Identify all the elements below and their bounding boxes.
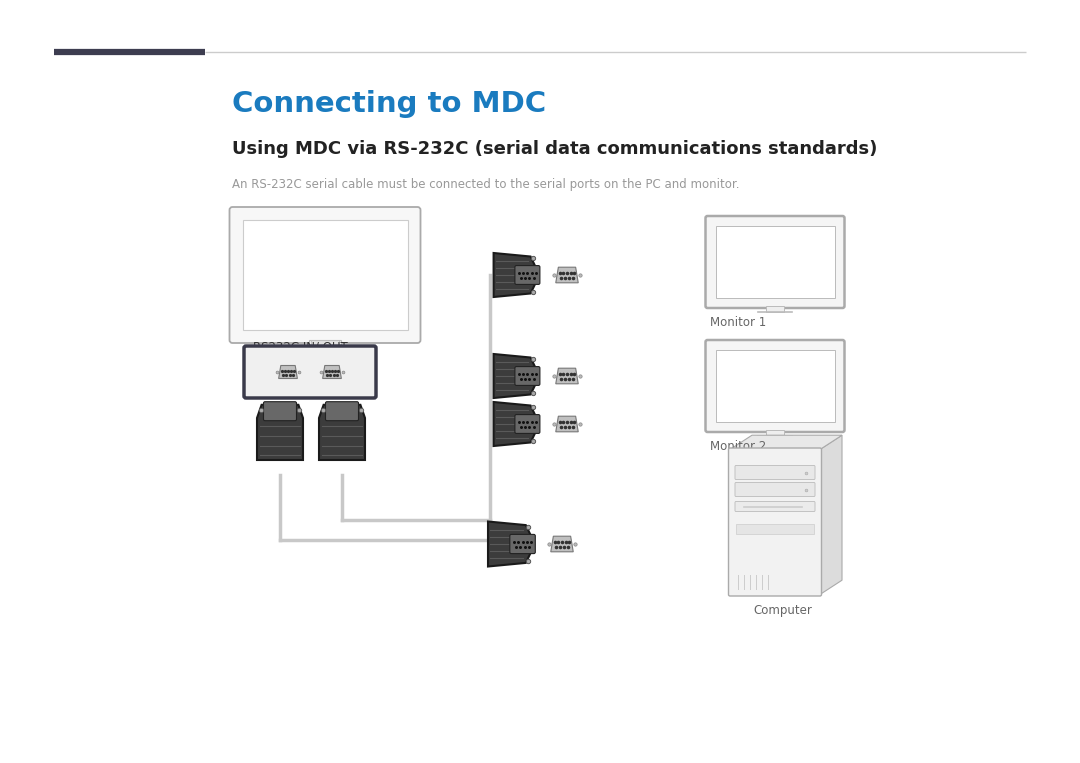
Text: Computer: Computer — [753, 604, 812, 617]
Bar — [735, 524, 814, 534]
FancyBboxPatch shape — [735, 501, 815, 511]
Polygon shape — [494, 253, 535, 297]
FancyBboxPatch shape — [729, 448, 822, 596]
Polygon shape — [319, 405, 365, 460]
Polygon shape — [494, 354, 535, 398]
Bar — [766, 430, 784, 436]
Bar — [295, 354, 355, 358]
Text: Monitor 1: Monitor 1 — [710, 316, 766, 329]
Polygon shape — [820, 435, 842, 594]
FancyBboxPatch shape — [515, 366, 540, 385]
Polygon shape — [257, 405, 303, 460]
FancyBboxPatch shape — [735, 482, 815, 497]
Polygon shape — [551, 536, 573, 552]
FancyBboxPatch shape — [515, 266, 540, 285]
Bar — [715, 350, 835, 422]
Text: RS232C IN/ OUT: RS232C IN/ OUT — [253, 340, 348, 353]
Polygon shape — [279, 365, 297, 378]
Text: Connecting to MDC: Connecting to MDC — [232, 90, 546, 118]
Polygon shape — [556, 267, 578, 283]
FancyBboxPatch shape — [705, 216, 845, 308]
FancyBboxPatch shape — [735, 465, 815, 479]
Polygon shape — [556, 416, 578, 432]
FancyBboxPatch shape — [515, 414, 540, 433]
Bar — [766, 306, 784, 312]
Text: Using MDC via RS-232C (serial data communications standards): Using MDC via RS-232C (serial data commu… — [232, 140, 877, 158]
FancyBboxPatch shape — [325, 401, 359, 420]
Bar — [309, 340, 341, 354]
Polygon shape — [488, 521, 530, 566]
Polygon shape — [556, 369, 578, 384]
FancyBboxPatch shape — [705, 340, 845, 432]
FancyBboxPatch shape — [510, 534, 536, 554]
Text: Monitor 2: Monitor 2 — [710, 440, 766, 453]
Text: An RS-232C serial cable must be connected to the serial ports on the PC and moni: An RS-232C serial cable must be connecte… — [232, 178, 740, 191]
FancyBboxPatch shape — [229, 207, 420, 343]
Bar — [715, 226, 835, 298]
Bar — [311, 340, 339, 346]
FancyBboxPatch shape — [244, 346, 376, 398]
FancyBboxPatch shape — [264, 401, 297, 420]
Polygon shape — [494, 402, 535, 446]
Polygon shape — [730, 435, 842, 449]
Polygon shape — [323, 365, 341, 378]
Bar — [243, 220, 407, 330]
